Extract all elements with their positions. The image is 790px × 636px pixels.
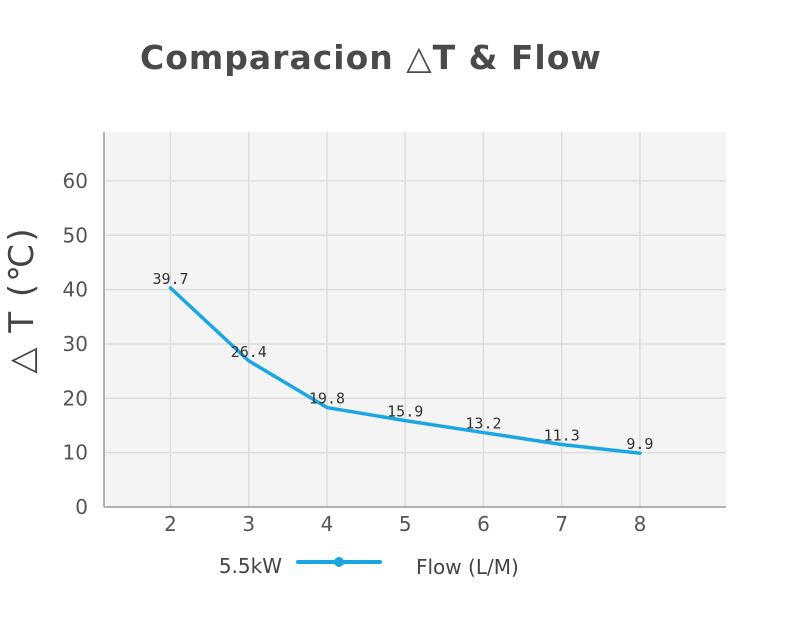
y-tick-label: 0 bbox=[75, 495, 88, 519]
x-tick-label: 7 bbox=[555, 512, 568, 536]
legend-series-name: 5.5kW bbox=[219, 554, 282, 578]
x-axis-label: Flow (L/M) bbox=[416, 555, 519, 579]
y-tick-label: 10 bbox=[63, 441, 88, 465]
data-label: 13.2 bbox=[465, 415, 501, 433]
data-point bbox=[560, 443, 564, 446]
data-label: 26.4 bbox=[231, 343, 267, 361]
data-label: 15.9 bbox=[387, 403, 423, 421]
y-tick-label: 20 bbox=[63, 386, 88, 410]
data-point bbox=[481, 431, 485, 435]
data-point bbox=[638, 451, 642, 455]
y-tick-label: 60 bbox=[63, 169, 88, 193]
data-label: 9.9 bbox=[626, 435, 653, 453]
y-tick-label: 30 bbox=[63, 332, 88, 356]
data-point bbox=[403, 419, 407, 423]
chart-title: Comparacion △T & Flow bbox=[140, 38, 602, 77]
data-label: 39.7 bbox=[152, 270, 188, 288]
x-tick-label: 4 bbox=[321, 512, 334, 536]
x-tick-label: 6 bbox=[477, 512, 490, 536]
x-tick-label: 8 bbox=[634, 512, 647, 536]
x-tick-label: 5 bbox=[399, 512, 412, 536]
plot-area bbox=[104, 132, 726, 507]
legend-marker bbox=[334, 557, 344, 567]
data-point bbox=[169, 286, 173, 290]
y-tick-label: 40 bbox=[63, 278, 88, 302]
data-label: 19.8 bbox=[309, 390, 345, 408]
y-tick-label: 50 bbox=[63, 223, 88, 247]
x-tick-label: 3 bbox=[242, 512, 255, 536]
data-label: 11.3 bbox=[544, 427, 580, 445]
data-point bbox=[325, 406, 329, 410]
x-tick-label: 2 bbox=[164, 512, 177, 536]
data-point bbox=[247, 359, 251, 363]
